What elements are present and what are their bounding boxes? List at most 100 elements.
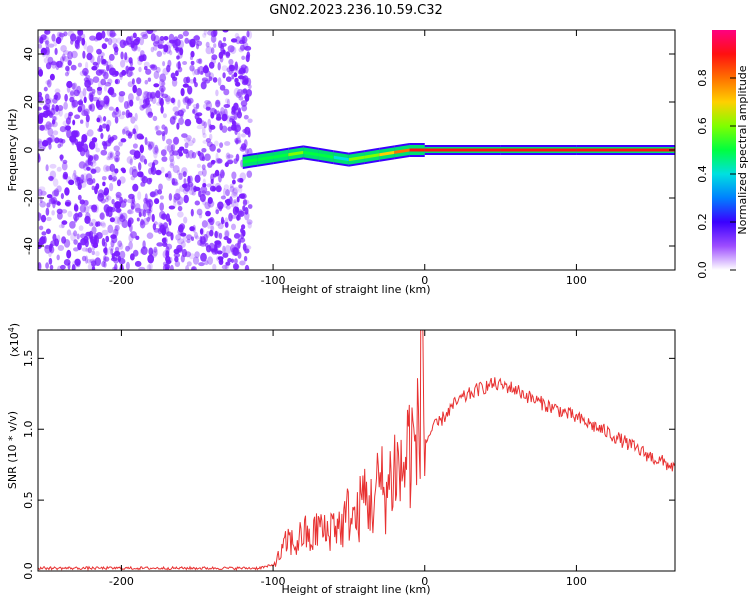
noise-dot: [169, 50, 173, 56]
noise-dot: [223, 229, 230, 238]
noise-dot: [202, 168, 207, 177]
noise-dot: [132, 84, 137, 94]
noise-dot: [48, 243, 53, 253]
noise-dot: [48, 175, 54, 181]
noise-dot: [114, 246, 120, 252]
noise-dot: [234, 258, 238, 264]
noise-dot: [172, 76, 178, 82]
noise-dot: [103, 255, 107, 264]
noise-dot: [144, 137, 148, 146]
noise-dot: [152, 41, 160, 47]
noise-dot: [38, 188, 43, 197]
noise-dot: [214, 240, 222, 245]
noise-dot: [179, 146, 185, 151]
noise-dot: [188, 186, 195, 196]
noise-dot: [233, 87, 240, 97]
noise-dot: [184, 142, 189, 149]
noise-dot: [128, 241, 133, 250]
noise-dot: [134, 112, 138, 122]
noise-dot: [45, 262, 49, 269]
noise-dot: [221, 219, 226, 224]
noise-dot: [159, 202, 164, 211]
noise-dot: [107, 151, 115, 160]
noise-dot: [91, 226, 97, 234]
noise-dot: [177, 205, 183, 212]
noise-dot: [91, 65, 98, 71]
noise-dot: [138, 266, 146, 270]
noise-dot: [198, 213, 203, 219]
noise-dot: [38, 106, 42, 111]
noise-dot: [244, 45, 252, 51]
noise-dot: [216, 250, 223, 255]
noise-dot: [184, 37, 189, 44]
colorbar-tick-label: 0.8: [696, 69, 709, 87]
noise-dot: [216, 110, 221, 119]
noise-dot: [70, 33, 77, 42]
noise-dot: [98, 100, 105, 108]
noise-dot: [61, 139, 66, 144]
noise-dot: [107, 37, 113, 46]
signal-band-core: [242, 158, 258, 164]
noise-dot: [166, 64, 171, 73]
noise-dot: [155, 169, 162, 175]
noise-dot: [38, 225, 44, 231]
noise-dot: [183, 137, 191, 143]
noise-dot: [69, 135, 77, 143]
noise-dot: [177, 201, 181, 206]
noise-dot: [112, 43, 118, 50]
noise-dot: [199, 241, 207, 247]
noise-dot: [157, 44, 165, 49]
noise-dot: [207, 197, 213, 204]
noise-dot: [68, 111, 73, 117]
noise-dot: [60, 264, 66, 270]
noise-dot: [108, 58, 112, 67]
noise-dot: [215, 206, 220, 212]
colorbar-tick-label: 0.0: [696, 261, 709, 279]
noise-dot: [198, 58, 203, 65]
noise-dot: [231, 223, 236, 230]
noise-dot: [175, 70, 179, 77]
snr-series-line: [38, 330, 675, 571]
signal-band-core: [288, 150, 304, 157]
noise-dot: [95, 147, 100, 153]
noise-dot: [196, 163, 201, 168]
noise-dot: [234, 61, 238, 71]
noise-dot: [71, 172, 77, 181]
noise-dot: [70, 64, 77, 71]
noise-dot: [193, 186, 201, 192]
noise-dot: [231, 109, 236, 115]
noise-dot: [118, 242, 124, 250]
noise-dot: [38, 95, 44, 102]
signal-band-core: [500, 148, 577, 152]
noise-dot: [88, 104, 93, 111]
noise-dot: [104, 37, 109, 42]
noise-dot: [107, 78, 113, 85]
noise-dot: [95, 99, 101, 109]
noise-dot: [89, 161, 94, 166]
noise-dot: [101, 176, 107, 181]
noise-dot: [192, 67, 196, 76]
noise-dot: [114, 51, 119, 56]
x-tick-label: -100: [261, 575, 286, 588]
noise-dot: [73, 230, 78, 237]
noise-dot: [38, 140, 43, 149]
noise-dot: [120, 59, 126, 68]
noise-dot: [222, 72, 226, 79]
noise-dot: [163, 226, 170, 235]
noise-dot: [243, 255, 248, 262]
noise-dot: [233, 63, 239, 72]
noise-dot: [64, 199, 72, 207]
spectrogram-y-axis-label: Frequency (Hz): [6, 109, 19, 192]
spectrogram-x-axis-label: Height of straight line (km): [281, 283, 430, 296]
noise-dot: [115, 191, 122, 198]
noise-dot: [51, 33, 56, 42]
noise-dot: [108, 106, 114, 111]
noise-dot: [141, 104, 148, 109]
noise-dot: [210, 222, 214, 231]
noise-dot: [113, 145, 120, 152]
noise-dot: [103, 241, 108, 248]
noise-dot: [136, 87, 143, 97]
noise-dot: [192, 109, 196, 114]
noise-dot: [202, 32, 207, 38]
noise-dot: [182, 97, 189, 104]
